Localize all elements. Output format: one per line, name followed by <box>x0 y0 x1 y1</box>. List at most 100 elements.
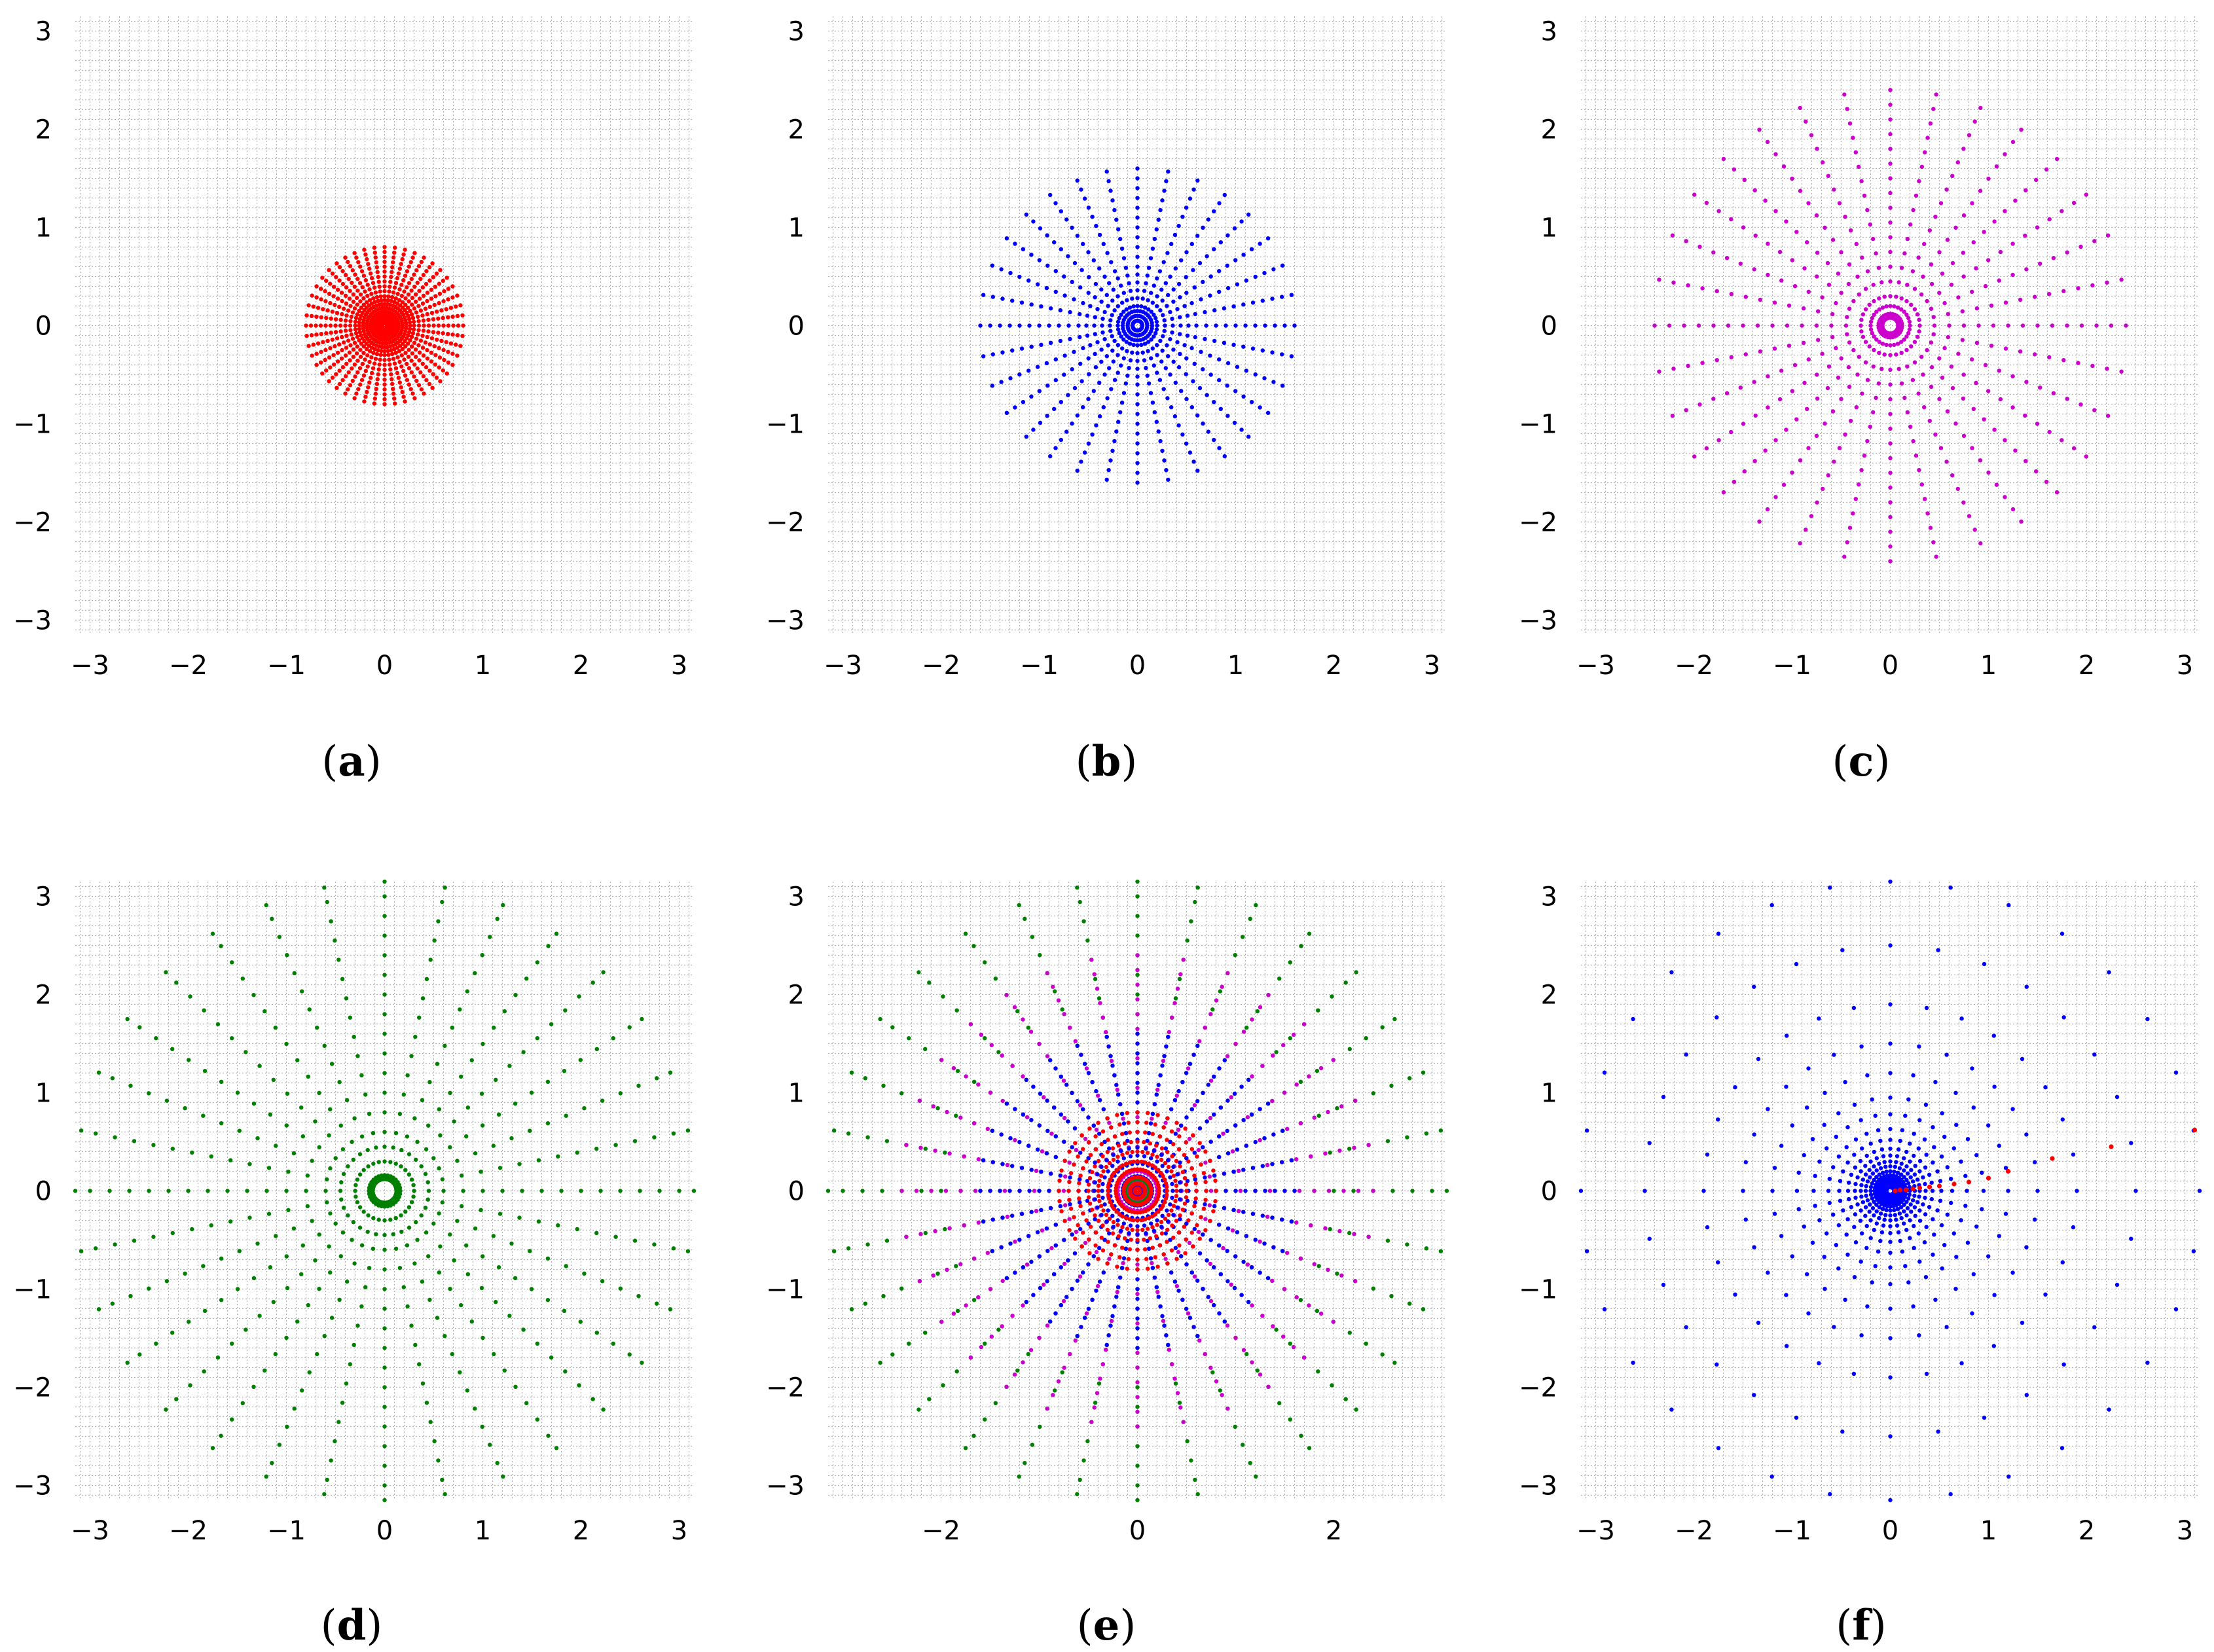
data-point <box>1902 337 1906 342</box>
data-point <box>1017 274 1022 279</box>
data-point <box>1172 232 1178 238</box>
data-point <box>1135 1463 1140 1468</box>
data-point <box>1042 1282 1046 1287</box>
data-point <box>1165 304 1169 308</box>
data-point <box>955 1308 960 1314</box>
data-point <box>421 374 426 379</box>
data-point <box>1029 1210 1034 1214</box>
data-point <box>1253 1237 1258 1242</box>
data-point <box>1135 1365 1140 1370</box>
data-point <box>1351 1189 1356 1193</box>
data-point <box>1084 1311 1089 1316</box>
data-point <box>890 1352 895 1357</box>
data-point <box>284 1189 289 1193</box>
data-point <box>971 1433 976 1438</box>
data-point <box>941 994 945 999</box>
data-point <box>440 1477 445 1482</box>
data-point <box>1229 1282 1233 1287</box>
data-point <box>1171 359 1176 364</box>
data-point <box>1135 245 1140 249</box>
data-point <box>465 1105 470 1110</box>
data-point <box>405 1243 410 1248</box>
data-point <box>1288 1036 1293 1041</box>
data-point <box>170 1047 175 1052</box>
data-point <box>1176 1288 1181 1293</box>
data-point <box>1019 300 1025 305</box>
data-point <box>399 282 404 287</box>
x-tick-label: 1 <box>475 651 491 681</box>
x-tick-label: −3 <box>1576 651 1615 681</box>
data-point <box>405 285 409 290</box>
data-point <box>429 296 434 301</box>
data-point <box>379 298 384 302</box>
data-point <box>968 1022 973 1027</box>
data-point <box>1929 340 1934 345</box>
data-point <box>324 315 329 320</box>
data-point <box>443 1492 447 1497</box>
data-point <box>443 1043 447 1049</box>
data-point <box>357 281 363 285</box>
data-point <box>343 374 348 379</box>
data-point <box>1127 342 1133 346</box>
data-point <box>406 354 411 359</box>
data-point <box>1961 372 1966 377</box>
data-point <box>496 1265 501 1270</box>
data-point <box>328 1211 333 1216</box>
data-point <box>931 1104 935 1109</box>
data-point <box>348 383 353 387</box>
data-point <box>1116 319 1121 324</box>
data-point <box>1307 1303 1311 1308</box>
data-point <box>1171 323 1175 328</box>
data-point <box>1062 1115 1067 1121</box>
data-point <box>1045 263 1050 268</box>
data-point <box>319 297 323 302</box>
data-point <box>255 1136 260 1141</box>
data-point <box>1095 1172 1100 1177</box>
data-point <box>1978 189 1983 193</box>
data-point <box>1802 380 1807 386</box>
data-point <box>691 1189 697 1193</box>
data-point <box>409 1054 414 1058</box>
data-point <box>433 362 438 367</box>
data-point <box>1950 173 1955 178</box>
data-point <box>1093 281 1098 287</box>
data-point <box>918 1232 923 1236</box>
data-point <box>846 1246 851 1251</box>
data-point <box>1905 410 1910 415</box>
data-point <box>1225 285 1231 291</box>
data-point <box>594 1047 599 1052</box>
data-point <box>2061 358 2066 363</box>
data-point <box>1263 1189 1267 1193</box>
data-point <box>1806 289 1811 294</box>
data-point <box>1135 343 1140 348</box>
data-point <box>1195 178 1200 183</box>
data-point <box>305 1204 310 1209</box>
data-point <box>1110 1213 1115 1218</box>
data-point <box>357 1172 363 1177</box>
data-point <box>481 1123 485 1128</box>
data-point <box>1210 1007 1215 1012</box>
data-point <box>350 378 355 384</box>
data-point <box>73 1189 78 1193</box>
data-point <box>1241 1348 1246 1352</box>
data-point <box>427 342 432 347</box>
y-tick-label: 0 <box>35 1177 52 1207</box>
data-point <box>1271 1324 1275 1329</box>
data-point <box>353 319 358 324</box>
data-point <box>1075 469 1080 473</box>
data-point <box>1972 119 1977 124</box>
data-point <box>1155 294 1159 298</box>
data-point <box>1038 420 1043 425</box>
data-point <box>917 1279 922 1284</box>
data-point <box>494 1077 498 1083</box>
data-point <box>1114 1295 1119 1299</box>
data-point <box>411 1183 416 1187</box>
data-point <box>1053 1223 1059 1227</box>
data-point <box>344 1279 350 1284</box>
data-point <box>244 1050 248 1054</box>
data-point <box>1868 323 1873 328</box>
data-point <box>348 323 353 328</box>
data-point <box>1000 1324 1004 1329</box>
data-point <box>1037 1041 1042 1047</box>
data-point <box>640 1360 644 1365</box>
